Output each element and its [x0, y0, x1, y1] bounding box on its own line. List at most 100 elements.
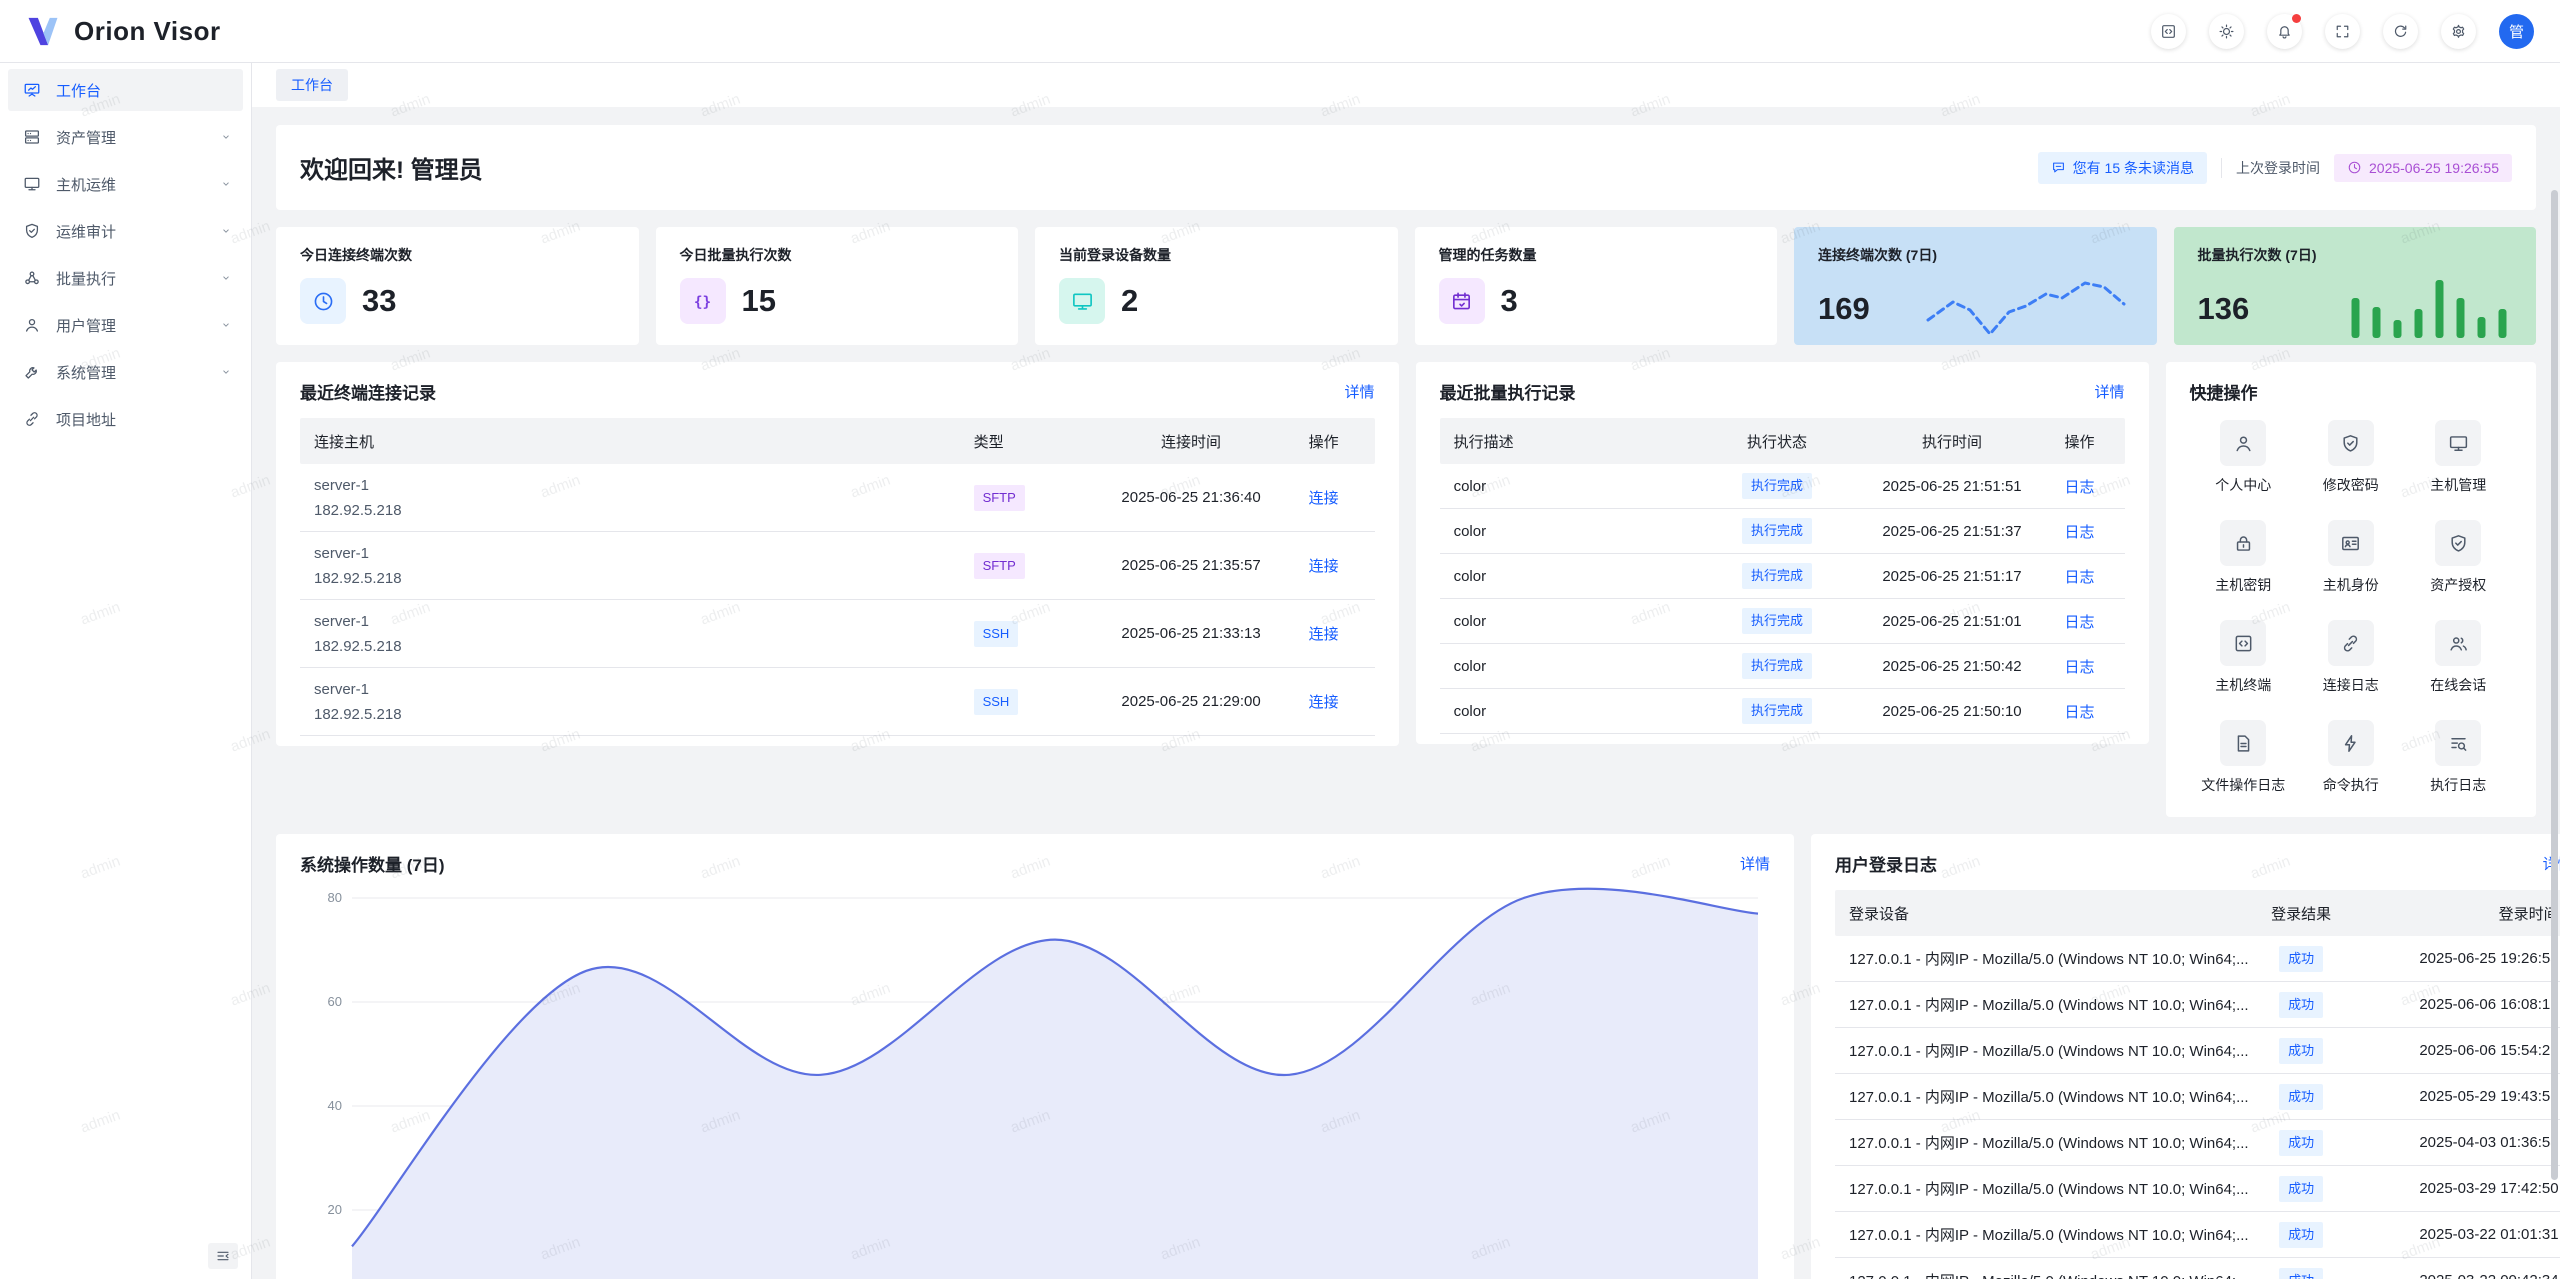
- quick-action-label: 个人中心: [2215, 475, 2271, 495]
- exec-time: 2025-06-25 21:51:37: [1840, 523, 2065, 540]
- quick-action-asset-authorization[interactable]: 资产授权: [2405, 520, 2513, 595]
- connect-link[interactable]: 连接: [1309, 626, 1339, 643]
- sidebar-item-user-management[interactable]: 用户管理: [8, 304, 243, 346]
- connect-link[interactable]: 连接: [1309, 694, 1339, 711]
- column-header: 连接时间: [1074, 431, 1309, 452]
- table-row: color执行完成2025-06-25 21:51:37日志: [1440, 509, 2125, 554]
- panel-title: 最近终端连接记录: [300, 379, 436, 404]
- quick-action-label: 主机管理: [2430, 475, 2486, 495]
- sidebar-item-ops-audit[interactable]: 运维审计: [8, 210, 243, 252]
- login-time: 2025-06-06 16:08:17: [2354, 996, 2559, 1013]
- search-list-icon: [2435, 720, 2481, 766]
- top-bar: Orion Visor 管: [0, 0, 2560, 63]
- panel-title: 最近批量执行记录: [1440, 379, 1576, 404]
- table-row: color执行完成2025-06-25 21:51:51日志: [1440, 464, 2125, 509]
- log-link[interactable]: 日志: [2065, 614, 2095, 631]
- quick-action-host-terminal[interactable]: 主机终端: [2190, 620, 2298, 695]
- login-time: 2025-03-29 17:42:50: [2354, 1180, 2559, 1197]
- host-ip: 182.92.5.218: [314, 498, 974, 523]
- host-name: server-1: [314, 677, 974, 702]
- connect-link[interactable]: 连接: [1309, 558, 1339, 575]
- table-row: 127.0.0.1 - 内网IP - Mozilla/5.0 (Windows …: [1835, 1028, 2560, 1074]
- table-row: 127.0.0.1 - 内网IP - Mozilla/5.0 (Windows …: [1835, 1166, 2560, 1212]
- chevron-down-icon: [219, 177, 233, 191]
- host-ip: 182.92.5.218: [314, 634, 974, 659]
- connect-time: 2025-06-25 21:33:13: [1074, 625, 1309, 642]
- exec-desc: color: [1454, 658, 1715, 675]
- unread-messages-badge[interactable]: 您有 15 条未读消息: [2038, 152, 2207, 184]
- panel-title: 系统操作数量 (7日): [300, 851, 445, 876]
- connect-link[interactable]: 连接: [1309, 490, 1339, 507]
- quick-action-host-identity[interactable]: 主机身份: [2297, 520, 2405, 595]
- users-icon: [2435, 620, 2481, 666]
- column-header: 登录设备: [1849, 903, 2249, 924]
- login-device: 127.0.0.1 - 内网IP - Mozilla/5.0 (Windows …: [1849, 1086, 2249, 1107]
- stat-label: 批量执行次数 (7日): [2198, 245, 2513, 265]
- sidebar-item-workbench[interactable]: 工作台: [8, 69, 243, 111]
- quick-action-host-keys[interactable]: 主机密钥: [2190, 520, 2298, 595]
- quick-action-connection-log[interactable]: 连接日志: [2297, 620, 2405, 695]
- terminal-records-panel: 最近终端连接记录 详情 连接主机类型连接时间操作server-1182.92.5…: [276, 362, 1399, 746]
- terminal-detail-link[interactable]: 详情: [1345, 381, 1375, 402]
- sidebar-item-host-ops[interactable]: 主机运维: [8, 163, 243, 205]
- column-header: 操作: [2065, 431, 2111, 452]
- sidebar-item-project-link[interactable]: 项目地址: [8, 398, 243, 440]
- login-result-tag: 成功: [2279, 946, 2323, 972]
- exec-desc: color: [1454, 478, 1715, 495]
- quick-action-online-sessions[interactable]: 在线会话: [2405, 620, 2513, 695]
- ops-chart-detail-link[interactable]: 详情: [1740, 853, 1770, 874]
- sidebar-collapse-button[interactable]: [208, 1243, 238, 1269]
- app-root: Orion Visor 管 工作台资产管理主机运维运维审计批量执行用户管理系统管…: [0, 0, 2560, 1279]
- login-result-tag: 成功: [2279, 1130, 2323, 1156]
- welcome-card: 欢迎回来! 管理员 您有 15 条未读消息 上次登录时间 2025-06-25 …: [276, 125, 2536, 210]
- quick-action-label: 命令执行: [2323, 775, 2379, 795]
- notification-bell-icon[interactable]: [2267, 14, 2302, 49]
- server-icon: [23, 128, 41, 146]
- ops-chart-panel: 系统操作数量 (7日) 详情 0204060802025-06-192025-0…: [276, 834, 1794, 1279]
- login-device: 127.0.0.1 - 内网IP - Mozilla/5.0 (Windows …: [1849, 948, 2249, 969]
- table-row: color执行完成2025-06-25 21:51:17日志: [1440, 554, 2125, 599]
- scroll-area: 欢迎回来! 管理员 您有 15 条未读消息 上次登录时间 2025-06-25 …: [252, 107, 2560, 1279]
- quick-action-file-operation-log[interactable]: 文件操作日志: [2190, 720, 2298, 795]
- quick-action-label: 连接日志: [2323, 675, 2379, 695]
- table-header: 登录设备登录结果登录时间: [1835, 890, 2560, 936]
- scrollbar[interactable]: [2551, 190, 2558, 1180]
- host-ip: 182.92.5.218: [314, 702, 974, 727]
- fullscreen-icon[interactable]: [2325, 14, 2360, 49]
- avatar[interactable]: 管: [2499, 14, 2534, 49]
- settings-gear-icon[interactable]: [2441, 14, 2476, 49]
- quick-action-command-execution[interactable]: 命令执行: [2297, 720, 2405, 795]
- topbar-actions: 管: [2151, 14, 2534, 49]
- sidebar-item-batch-execution[interactable]: 批量执行: [8, 257, 243, 299]
- code-square-icon[interactable]: [2151, 14, 2186, 49]
- lightning-icon: [2328, 720, 2374, 766]
- theme-sun-icon[interactable]: [2209, 14, 2244, 49]
- sidebar-item-asset-management[interactable]: 资产管理: [8, 116, 243, 158]
- log-link[interactable]: 日志: [2065, 659, 2095, 676]
- brand: Orion Visor: [26, 16, 221, 47]
- code-square-icon: [2220, 620, 2266, 666]
- exec-desc: color: [1454, 523, 1715, 540]
- workbench-icon: [23, 81, 41, 99]
- quick-action-host-management[interactable]: 主机管理: [2405, 420, 2513, 495]
- login-logs-panel: 用户登录日志 详情 登录设备登录结果登录时间127.0.0.1 - 内网IP -…: [1811, 834, 2560, 1279]
- login-result-tag: 成功: [2279, 1176, 2323, 1202]
- log-link[interactable]: 日志: [2065, 704, 2095, 721]
- breadcrumb-item-workbench[interactable]: 工作台: [276, 69, 348, 101]
- quick-action-change-password[interactable]: 修改密码: [2297, 420, 2405, 495]
- exec-desc: color: [1454, 613, 1715, 630]
- quick-action-label: 主机身份: [2323, 575, 2379, 595]
- bar-sparkline: [2265, 278, 2512, 340]
- quick-action-execution-log[interactable]: 执行日志: [2405, 720, 2513, 795]
- sidebar-item-system-management[interactable]: 系统管理: [8, 351, 243, 393]
- log-link[interactable]: 日志: [2065, 524, 2095, 541]
- batch-detail-link[interactable]: 详情: [2094, 381, 2124, 402]
- refresh-icon[interactable]: [2383, 14, 2418, 49]
- divider: [2221, 158, 2222, 178]
- login-device: 127.0.0.1 - 内网IP - Mozilla/5.0 (Windows …: [1849, 994, 2249, 1015]
- log-link[interactable]: 日志: [2065, 569, 2095, 586]
- log-link[interactable]: 日志: [2065, 479, 2095, 496]
- quick-action-personal-center[interactable]: 个人中心: [2190, 420, 2298, 495]
- exec-status-tag: 执行完成: [1742, 698, 1812, 724]
- quick-action-label: 主机密钥: [2215, 575, 2271, 595]
